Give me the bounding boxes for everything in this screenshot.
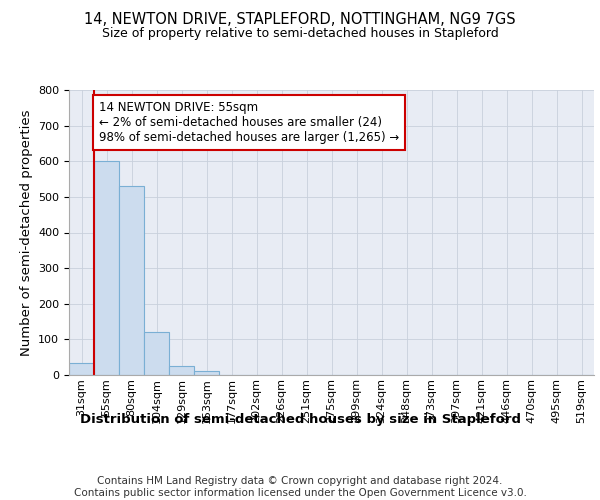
Bar xyxy=(169,366,194,375)
Text: Size of property relative to semi-detached houses in Stapleford: Size of property relative to semi-detach… xyxy=(101,28,499,40)
Bar xyxy=(144,332,169,375)
Bar xyxy=(94,161,119,375)
Bar xyxy=(69,363,94,375)
Text: Contains HM Land Registry data © Crown copyright and database right 2024.
Contai: Contains HM Land Registry data © Crown c… xyxy=(74,476,526,498)
Text: 14 NEWTON DRIVE: 55sqm
← 2% of semi-detached houses are smaller (24)
98% of semi: 14 NEWTON DRIVE: 55sqm ← 2% of semi-deta… xyxy=(99,102,399,144)
Bar xyxy=(194,372,219,375)
Text: 14, NEWTON DRIVE, STAPLEFORD, NOTTINGHAM, NG9 7GS: 14, NEWTON DRIVE, STAPLEFORD, NOTTINGHAM… xyxy=(84,12,516,28)
Y-axis label: Number of semi-detached properties: Number of semi-detached properties xyxy=(20,110,32,356)
Bar xyxy=(119,186,144,375)
Text: Distribution of semi-detached houses by size in Stapleford: Distribution of semi-detached houses by … xyxy=(79,412,521,426)
